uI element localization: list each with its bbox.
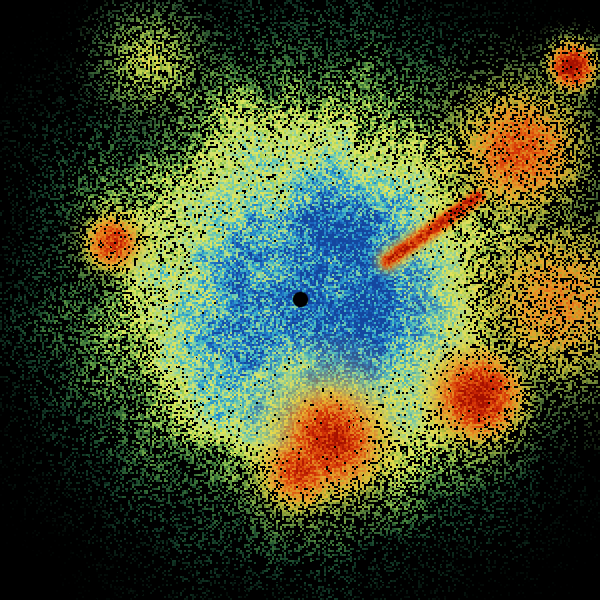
astronomical-heatmap-canvas <box>0 0 600 600</box>
image-viewport: False-color astronomical intensity map <box>0 0 600 600</box>
